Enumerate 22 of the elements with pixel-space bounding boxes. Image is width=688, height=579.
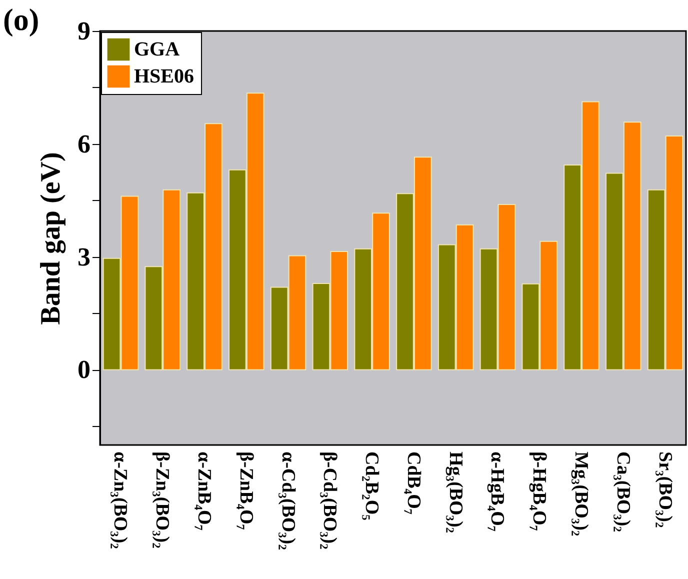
y-tick-label: 0	[78, 355, 90, 384]
y-tick-label: 9	[78, 16, 90, 46]
x-tick-label: β-ZnB₄O₇	[235, 452, 256, 530]
chart-title: (o)	[3, 2, 40, 38]
legend-label: GGA	[134, 38, 180, 60]
x-tick-label: Cd₂B₂O₅	[361, 452, 382, 521]
x-tick-label: α-ZnB₄O₇	[194, 452, 215, 531]
x-tick-label: CdB₄O₇	[402, 452, 424, 515]
x-tick-label: β-Cd₃(BO₃)₂	[319, 452, 340, 550]
x-tick-label: α-Zn₃(BO₃)₂	[110, 452, 131, 550]
x-tick-label: Sr₃(BO₃)₂	[654, 452, 676, 528]
y-tick-label: 3	[78, 242, 90, 272]
x-tick-label: α-Cd₃(BO₃)₂	[277, 452, 298, 550]
x-tick-label: Mg₃(BO₃)₂	[570, 452, 592, 536]
x-tick-label: β-HgB₄O₇	[528, 452, 550, 532]
y-tick-label: 6	[78, 129, 90, 158]
x-tick-label: β-Zn₃(BO₃)₂	[152, 452, 173, 549]
x-tick-label: α-HgB₄O₇	[486, 452, 508, 532]
x-tick-label: Ca₃(BO₃)₂	[612, 452, 634, 532]
y-axis-title: Band gap (eV)	[36, 152, 66, 325]
legend-label: HSE06	[134, 66, 194, 88]
x-tick-label: Hg₃(BO₃)₂	[444, 452, 466, 534]
